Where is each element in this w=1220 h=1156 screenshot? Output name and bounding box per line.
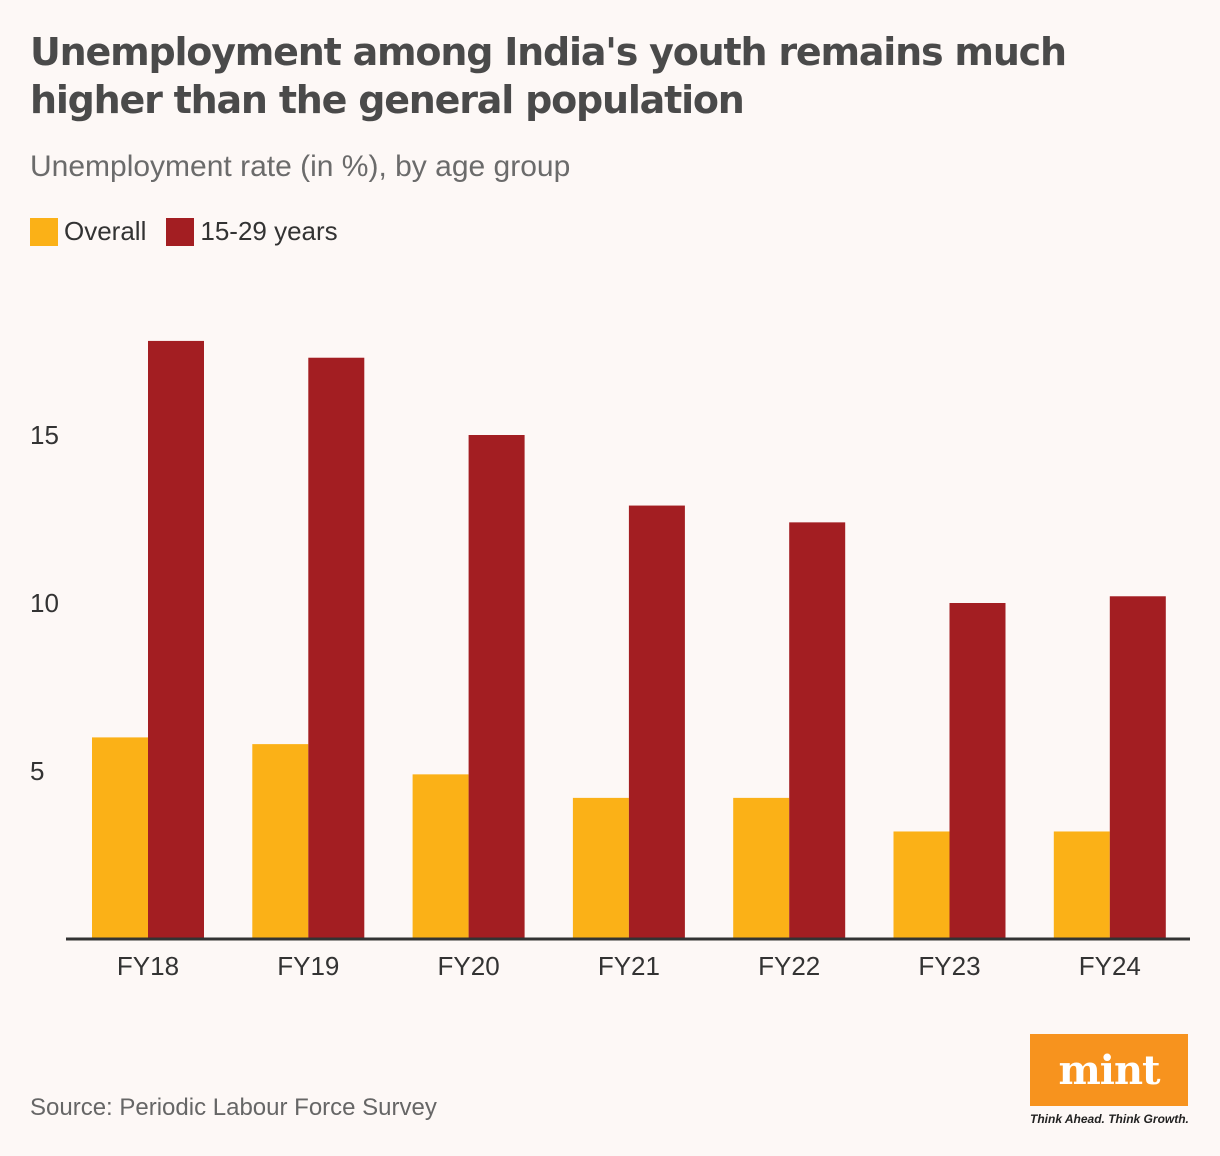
bar-youth-fy22	[789, 522, 846, 939]
y-tick-label-15: 15	[30, 420, 59, 450]
bar-youth-fy23	[949, 603, 1006, 939]
mint-logo: mint	[1030, 1034, 1188, 1106]
bar-overall-fy19	[252, 744, 309, 939]
bar-overall-fy22	[733, 797, 790, 939]
legend-swatch-overall	[30, 217, 58, 246]
bar-overall-fy20	[412, 774, 469, 939]
legend-label-overall: Overall	[64, 216, 147, 246]
bar-youth-fy21	[628, 505, 685, 939]
bar-youth-fy24	[1109, 596, 1166, 939]
legend: Overall 15-29 years	[30, 216, 358, 247]
bar-overall-fy18	[92, 737, 148, 939]
x-tick-label-fy24: FY24	[1079, 951, 1141, 981]
chart-subtitle: Unemployment rate (in %), by age group	[30, 150, 571, 183]
x-tick-label-fy21: FY21	[598, 951, 660, 981]
bar-overall-fy21	[572, 797, 629, 939]
x-tick-label-fy18: FY18	[117, 951, 179, 981]
bar-chart: 5 10 15 FY18 FY19 FY20 FY21 FY22 FY23 FY24	[30, 340, 1190, 981]
legend-item-overall: Overall	[30, 216, 146, 247]
x-tick-label-fy20: FY20	[438, 951, 500, 981]
legend-item-youth: 15-29 years	[166, 216, 338, 247]
bar-overall-fy24	[1053, 831, 1110, 939]
x-tick-label-fy19: FY19	[277, 951, 339, 981]
x-tick-label-fy23: FY23	[918, 951, 980, 981]
y-tick-label-10: 10	[30, 588, 59, 618]
y-tick-label-5: 5	[30, 756, 44, 786]
legend-swatch-youth	[166, 217, 195, 246]
bar-youth-fy18	[148, 340, 204, 939]
x-tick-label-fy22: FY22	[758, 951, 820, 981]
brand-tagline: Think Ahead. Think Growth.	[1030, 1112, 1189, 1126]
bar-youth-fy19	[308, 357, 365, 940]
brand-logo: mint Think Ahead. Think Growth.	[1030, 1034, 1190, 1126]
legend-label-youth: 15-29 years	[200, 216, 338, 246]
bar-overall-fy23	[893, 831, 950, 939]
source-note: Source: Periodic Labour Force Survey	[30, 1094, 437, 1121]
bar-youth-fy20	[468, 435, 525, 939]
chart-title: Unemployment among India's youth remains…	[30, 30, 1067, 122]
